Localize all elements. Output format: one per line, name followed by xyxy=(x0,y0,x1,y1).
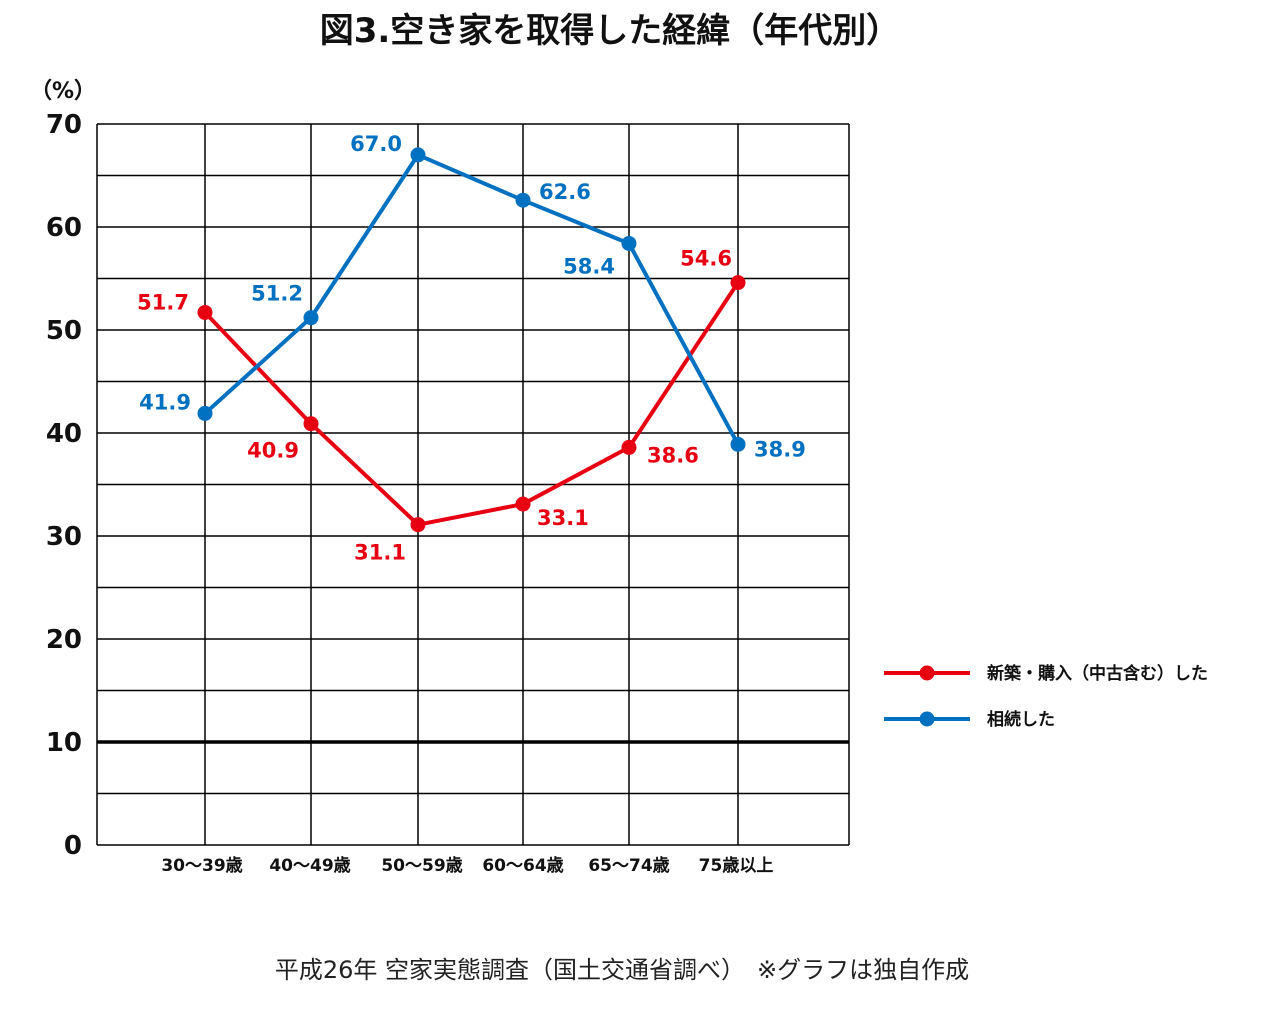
chart-title: 図3.空き家を取得した経緯（年代別） xyxy=(320,11,901,51)
data-point xyxy=(515,192,531,208)
data-label: 38.9 xyxy=(754,437,806,461)
series-group: 51.7 40.9 31.1 33.1 38.6 54.6 41.9 51.2 67.0 62.6… xyxy=(137,132,806,565)
data-label: 41.9 xyxy=(139,390,191,414)
x-tick-label: 40～49歳 xyxy=(269,855,350,876)
data-point xyxy=(730,436,746,452)
data-label: 62.6 xyxy=(539,180,591,204)
data-point xyxy=(197,405,213,421)
plot-grid xyxy=(96,123,850,846)
y-unit-label: （%） xyxy=(30,79,96,104)
data-label: 51.7 xyxy=(137,290,189,314)
data-label: 67.0 xyxy=(350,132,402,156)
data-point xyxy=(197,304,213,320)
y-tick-label: 70 xyxy=(46,110,82,140)
data-label: 40.9 xyxy=(247,439,299,463)
data-point xyxy=(303,416,319,432)
y-tick-label: 30 xyxy=(46,522,82,552)
x-axis-ticks: 30～39歳 40～49歳 50～59歳 60～64歳 65～74歳 75歳以上 xyxy=(161,855,773,876)
y-tick-label: 60 xyxy=(46,213,82,243)
legend-marker xyxy=(919,711,935,727)
legend-label: 相続した xyxy=(987,709,1055,730)
data-point xyxy=(303,310,319,326)
legend-marker xyxy=(919,665,935,681)
y-tick-label: 50 xyxy=(46,316,82,346)
y-tick-label: 10 xyxy=(46,728,82,758)
legend-label: 新築・購入（中古含む）した xyxy=(987,663,1208,684)
data-point xyxy=(621,439,637,455)
data-label: 54.6 xyxy=(680,247,732,271)
data-point xyxy=(621,235,637,251)
y-tick-label: 20 xyxy=(46,625,82,655)
data-label: 38.6 xyxy=(647,443,699,467)
data-point xyxy=(515,496,531,512)
data-label: 31.1 xyxy=(354,541,406,565)
series-line xyxy=(203,281,740,527)
data-point xyxy=(410,517,426,533)
data-point xyxy=(410,147,426,163)
series-line xyxy=(203,152,740,446)
x-tick-label: 75歳以上 xyxy=(699,855,774,876)
data-label: 33.1 xyxy=(537,506,589,530)
data-point xyxy=(730,275,746,291)
x-tick-label: 30～39歳 xyxy=(161,855,242,876)
y-axis-ticks: 0 10 20 30 40 50 60 70 xyxy=(46,110,82,861)
data-label: 58.4 xyxy=(563,254,615,278)
data-label: 51.2 xyxy=(251,282,303,306)
x-tick-label: 65～74歳 xyxy=(588,855,669,876)
x-tick-label: 50～59歳 xyxy=(381,855,462,876)
y-tick-label: 0 xyxy=(64,831,82,861)
source-note: 平成26年 空家実態調査（国土交通省調べ） ※グラフは独自作成 xyxy=(275,956,969,984)
x-tick-label: 60～64歳 xyxy=(482,855,563,876)
y-tick-label: 40 xyxy=(46,419,82,449)
